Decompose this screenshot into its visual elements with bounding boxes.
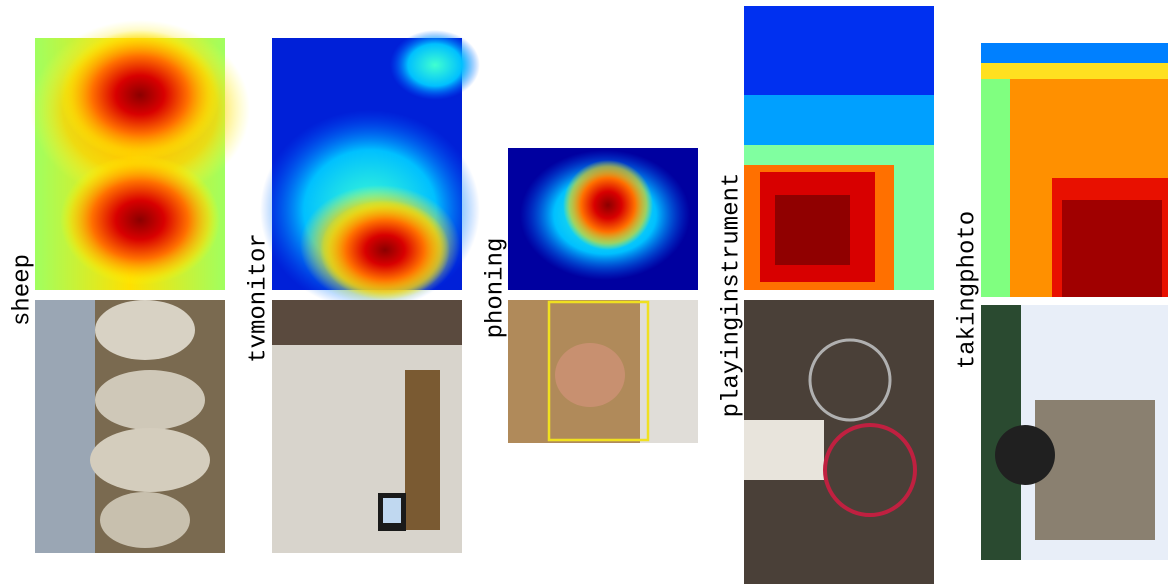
- heat-region: [60, 155, 220, 285]
- photo-region: [95, 300, 195, 360]
- panel-takingphoto: [981, 43, 1168, 560]
- heat-region: [390, 30, 480, 100]
- heat-region: [981, 43, 1168, 63]
- photo-region: [1035, 400, 1155, 540]
- photo-region: [383, 498, 401, 523]
- photo-region: [405, 370, 440, 530]
- heat-region: [1062, 200, 1162, 297]
- photo-region: [823, 423, 917, 517]
- heat-region: [744, 95, 934, 145]
- photo-region: [995, 425, 1055, 485]
- heat-region: [60, 30, 220, 160]
- heat-region: [775, 195, 850, 265]
- heat-region: [320, 200, 450, 300]
- panel-label: tvmonitor: [245, 233, 272, 363]
- heat-region: [563, 160, 653, 250]
- photo-region: [35, 300, 95, 553]
- panel-label: phoning: [482, 238, 509, 339]
- panel-label: takingphoto: [954, 211, 981, 369]
- heat-region: [981, 63, 1168, 79]
- panel-phoning: [508, 148, 698, 443]
- panel-sheep: [30, 20, 250, 553]
- photo-region: [744, 420, 824, 480]
- photo-region: [555, 343, 625, 407]
- photo-region: [640, 300, 698, 443]
- panel-label: sheep: [9, 254, 36, 326]
- photo-region: [272, 300, 462, 345]
- panel-playinginstrument: [744, 6, 934, 584]
- photo-region: [90, 428, 210, 492]
- panel-label: playinginstrument: [718, 173, 745, 418]
- photo-region: [95, 370, 205, 430]
- panel-tvmonitor: [260, 30, 480, 553]
- photo-region: [100, 492, 190, 548]
- bounding-box: [547, 300, 650, 442]
- photo-region: [808, 338, 892, 422]
